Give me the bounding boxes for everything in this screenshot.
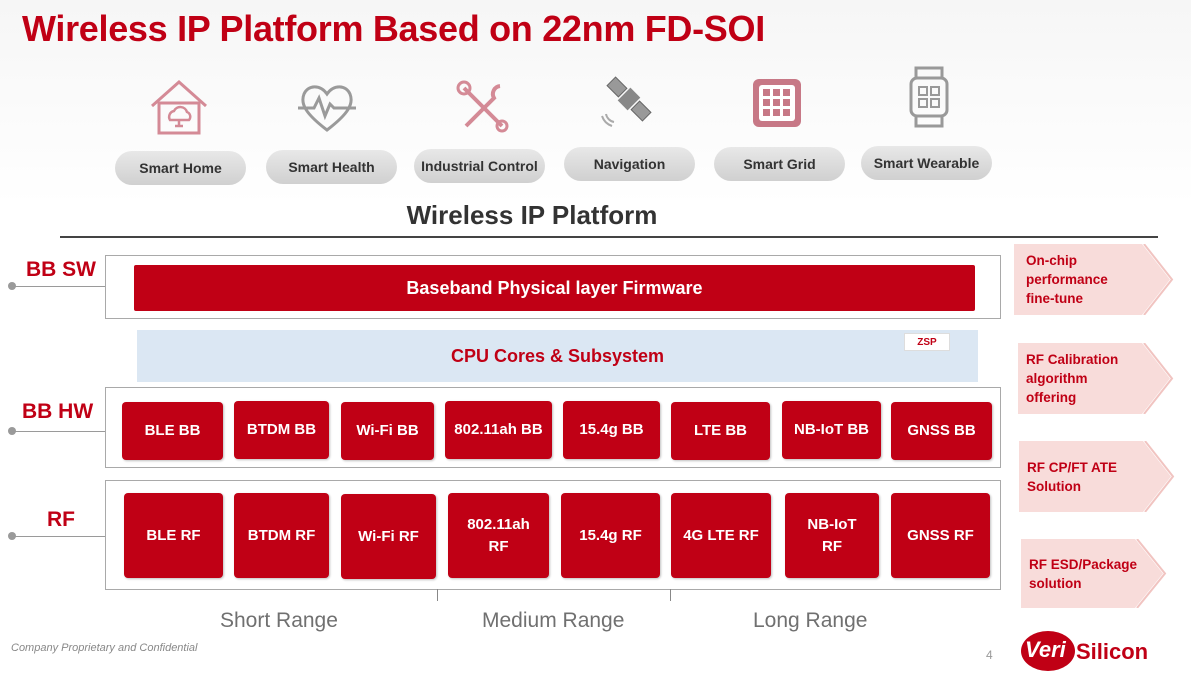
confidential-footer: Company Proprietary and Confidential — [11, 642, 198, 654]
range-label-long: Long Range — [753, 609, 868, 632]
rf-block-gnss: GNSS RF — [891, 493, 990, 578]
rf-block-nbiot: NB-IoT RF — [785, 493, 879, 578]
zsp-logo: ZSP — [904, 333, 950, 351]
bb-block-gnss: GNSS BB — [891, 402, 992, 460]
bb-block-btdm: BTDM BB — [234, 401, 329, 459]
connector-line — [12, 286, 105, 287]
chevron-arrow-shape — [1021, 539, 1167, 608]
tools-icon — [456, 80, 509, 133]
offering-chevron-rf-calibration: RF Calibration algorithm offering — [1018, 343, 1174, 414]
offering-label-ate: RF CP/FT ATE Solution — [1027, 459, 1117, 494]
title-divider — [60, 236, 1158, 238]
connector-line — [12, 536, 105, 537]
bb-block-154g: 15.4g BB — [563, 401, 660, 459]
rf-block-154g: 15.4g RF — [561, 493, 660, 578]
smart-home-icon — [151, 79, 207, 135]
application-pill-smart-wearable: Smart Wearable — [861, 146, 992, 180]
grid-chip-icon — [753, 79, 801, 127]
offering-chevron-performance: On-chip performance fine-tune — [1014, 244, 1174, 315]
satellite-icon — [601, 76, 652, 127]
rf-block-ble: BLE RF — [124, 493, 223, 578]
verisilicon-logo: Veri Silicon — [1020, 628, 1160, 674]
offering-label-performance: On-chip performance fine-tune — [1026, 253, 1108, 306]
platform-title: Wireless IP Platform — [406, 200, 658, 230]
range-divider-tick — [437, 589, 438, 601]
bb-block-80211ah: 802.11ah BB — [445, 401, 552, 459]
application-pill-smart-home: Smart Home — [115, 151, 246, 185]
heart-pulse-icon — [298, 85, 356, 132]
range-label-medium: Medium Range — [482, 609, 625, 632]
rf-block-btdm: BTDM RF — [234, 493, 329, 578]
logo-text-silicon: Silicon — [1076, 639, 1149, 664]
application-pill-smart-health: Smart Health — [266, 150, 397, 184]
connector-line — [12, 431, 105, 432]
offering-chevron-esd: RF ESD/Package solution — [1021, 539, 1167, 608]
offering-chevron-ate: RF CP/FT ATE Solution — [1019, 441, 1175, 512]
bb-block-wifi: Wi-Fi BB — [341, 402, 434, 460]
layer-label-rf: RF — [47, 508, 75, 531]
slide-title: Wireless IP Platform Based on 22nm FD-SO… — [22, 8, 765, 49]
bb-block-lte: LTE BB — [671, 402, 770, 460]
offering-label-esd: RF ESD/Package solution — [1029, 556, 1138, 591]
offering-label-rf-calibration: RF Calibration algorithm offering — [1026, 352, 1119, 405]
smartwatch-icon — [909, 66, 949, 128]
rf-block-wifi: Wi-Fi RF — [341, 494, 436, 579]
baseband-firmware-bar: Baseband Physical layer Firmware — [134, 265, 975, 311]
layer-label-bb-sw: BB SW — [26, 258, 96, 281]
range-divider-tick — [670, 589, 671, 601]
logo-text-veri: Veri — [1025, 637, 1066, 662]
rf-block-4g-lte: 4G LTE RF — [671, 493, 771, 578]
bb-block-ble: BLE BB — [122, 402, 223, 460]
logo-badge-shape — [1021, 631, 1075, 671]
chevron-arrow-shape — [1019, 441, 1175, 512]
cpu-subsystem-bar: CPU Cores & Subsystem ZSP — [137, 330, 978, 382]
layer-label-bb-hw: BB HW — [22, 400, 94, 423]
application-pill-industrial-control: Industrial Control — [414, 149, 545, 183]
bb-block-nbiot: NB-IoT BB — [782, 401, 881, 459]
cpu-subsystem-label: CPU Cores & Subsystem — [450, 345, 665, 366]
chevron-arrow-shape — [1018, 343, 1174, 414]
page-number: 4 — [986, 648, 993, 662]
application-pill-navigation: Navigation — [564, 147, 695, 181]
application-pill-smart-grid: Smart Grid — [714, 147, 845, 181]
range-label-short: Short Range — [220, 609, 338, 632]
chevron-arrow-shape — [1014, 244, 1174, 315]
rf-block-80211ah: 802.11ah RF — [448, 493, 549, 578]
